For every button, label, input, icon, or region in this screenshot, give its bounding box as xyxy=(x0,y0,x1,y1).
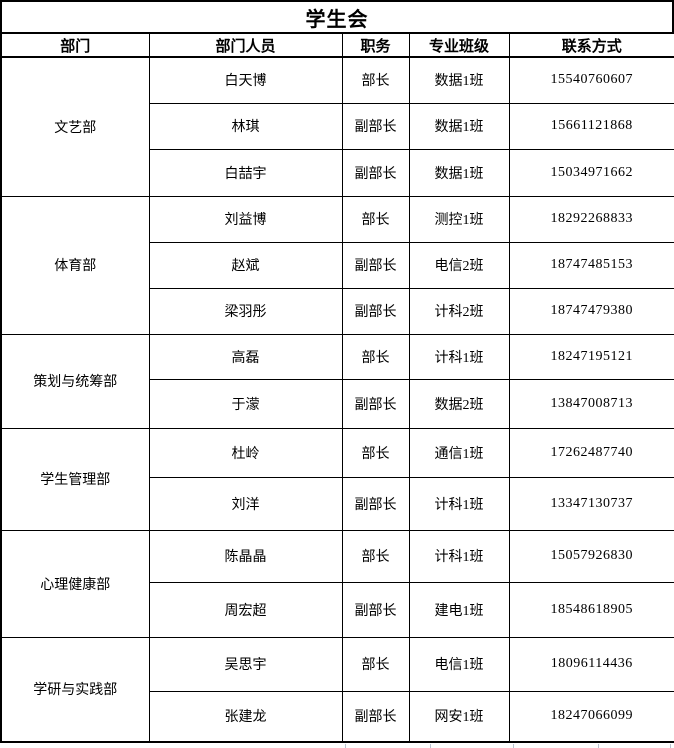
role-cell: 副部长 xyxy=(341,581,410,638)
member-row: 体育部 刘益博 部长 测控1班 18292268833 xyxy=(0,195,674,335)
member-row: 周宏超 副部长 建电1班 18548618905 xyxy=(1,581,674,638)
phone-cell: 18247066099 xyxy=(508,690,674,743)
class-cell: 测控1班 xyxy=(408,195,510,243)
member-name-cell: 白天博 xyxy=(148,56,343,104)
sheet-gridline-strip xyxy=(0,743,674,748)
member-name-cell: 高磊 xyxy=(148,333,343,380)
role-cell: 部长 xyxy=(341,195,410,243)
class-cell: 电信2班 xyxy=(408,241,510,289)
department-cell: 文艺部 xyxy=(0,56,150,197)
member-row: 策划与统筹部 高磊 部长 计科1班 18247195121 xyxy=(0,333,674,429)
department-cell: 心理健康部 xyxy=(0,529,150,638)
class-cell: 数据1班 xyxy=(408,102,510,150)
role-cell: 副部长 xyxy=(341,148,410,197)
member-row: 学研与实践部 吴思宇 部长 电信1班 18096114436 xyxy=(0,636,674,743)
member-row: 于濛 副部长 数据2班 13847008713 xyxy=(1,378,674,429)
phone-cell: 15661121868 xyxy=(508,102,674,150)
department-cell: 学生管理部 xyxy=(0,427,150,531)
class-cell: 计科1班 xyxy=(408,476,510,531)
class-cell: 数据1班 xyxy=(408,148,510,197)
gridline-tick xyxy=(513,744,514,748)
phone-cell: 18548618905 xyxy=(508,581,674,638)
phone-cell: 18747479380 xyxy=(508,287,674,335)
member-row: 林琪 副部长 数据1班 15661121868 xyxy=(1,102,674,150)
department-cell: 学研与实践部 xyxy=(0,636,150,743)
department-cell: 策划与统筹部 xyxy=(0,333,150,429)
header-row: 部门 部门人员 职务 专业班级 联系方式 xyxy=(0,32,674,58)
class-cell: 计科2班 xyxy=(408,287,510,335)
class-cell: 建电1班 xyxy=(408,581,510,638)
member-name-cell: 赵斌 xyxy=(148,241,343,289)
class-cell: 计科1班 xyxy=(408,333,510,380)
phone-cell: 15540760607 xyxy=(508,56,674,104)
header-phone: 联系方式 xyxy=(508,32,674,58)
role-cell: 副部长 xyxy=(341,241,410,289)
member-row: 学生管理部 杜岭 部长 通信1班 17262487740 xyxy=(0,427,674,531)
header-department: 部门 xyxy=(0,32,150,58)
role-cell: 副部长 xyxy=(341,378,410,429)
class-cell: 计科1班 xyxy=(408,529,510,583)
phone-cell: 17262487740 xyxy=(508,427,674,478)
member-name-cell: 张建龙 xyxy=(148,690,343,743)
role-cell: 部长 xyxy=(341,427,410,478)
member-row: 梁羽彤 副部长 计科2班 18747479380 xyxy=(1,287,674,335)
phone-cell: 18247195121 xyxy=(508,333,674,380)
member-name-cell: 刘益博 xyxy=(148,195,343,243)
phone-cell: 13847008713 xyxy=(508,378,674,429)
phone-cell: 15034971662 xyxy=(508,148,674,197)
member-name-cell: 林琪 xyxy=(148,102,343,150)
gridline-tick xyxy=(345,744,346,748)
class-cell: 数据2班 xyxy=(408,378,510,429)
role-cell: 部长 xyxy=(341,56,410,104)
class-cell: 通信1班 xyxy=(408,427,510,478)
gridline-tick xyxy=(430,744,431,748)
phone-cell: 15057926830 xyxy=(508,529,674,583)
class-cell: 电信1班 xyxy=(408,636,510,692)
member-name-cell: 陈晶晶 xyxy=(148,529,343,583)
page-title: 学生会 xyxy=(0,0,674,32)
table-body: 文艺部 白天博 部长 数据1班 15540760607 林琪 副部长 数据1班 15661121… xyxy=(0,56,674,743)
member-name-cell: 杜岭 xyxy=(148,427,343,478)
member-name-cell: 白喆宇 xyxy=(148,148,343,197)
gridline-tick xyxy=(598,744,599,748)
member-name-cell: 梁羽彤 xyxy=(148,287,343,335)
role-cell: 副部长 xyxy=(341,102,410,150)
role-cell: 副部长 xyxy=(341,690,410,743)
member-row: 心理健康部 陈晶晶 部长 计科1班 15057926830 xyxy=(0,529,674,638)
class-cell: 网安1班 xyxy=(408,690,510,743)
gridline-tick xyxy=(670,744,671,748)
member-row: 张建龙 副部长 网安1班 18247066099 xyxy=(1,690,674,743)
department-cell: 体育部 xyxy=(0,195,150,335)
header-member: 部门人员 xyxy=(148,32,343,58)
phone-cell: 13347130737 xyxy=(508,476,674,531)
header-role: 职务 xyxy=(341,32,410,58)
header-class: 专业班级 xyxy=(408,32,510,58)
member-name-cell: 于濛 xyxy=(148,378,343,429)
member-row: 文艺部 白天博 部长 数据1班 15540760607 xyxy=(0,56,674,197)
roster-table: 部门 部门人员 职务 专业班级 联系方式 文艺部 白天博 部长 数据1班 1554076… xyxy=(0,32,674,743)
role-cell: 部长 xyxy=(341,636,410,692)
role-cell: 部长 xyxy=(341,529,410,583)
class-cell: 数据1班 xyxy=(408,56,510,104)
member-name-cell: 刘洋 xyxy=(148,476,343,531)
role-cell: 部长 xyxy=(341,333,410,380)
phone-cell: 18096114436 xyxy=(508,636,674,692)
phone-cell: 18292268833 xyxy=(508,195,674,243)
phone-cell: 18747485153 xyxy=(508,241,674,289)
member-name-cell: 吴思宇 xyxy=(148,636,343,692)
role-cell: 副部长 xyxy=(341,287,410,335)
member-name-cell: 周宏超 xyxy=(148,581,343,638)
role-cell: 副部长 xyxy=(341,476,410,531)
